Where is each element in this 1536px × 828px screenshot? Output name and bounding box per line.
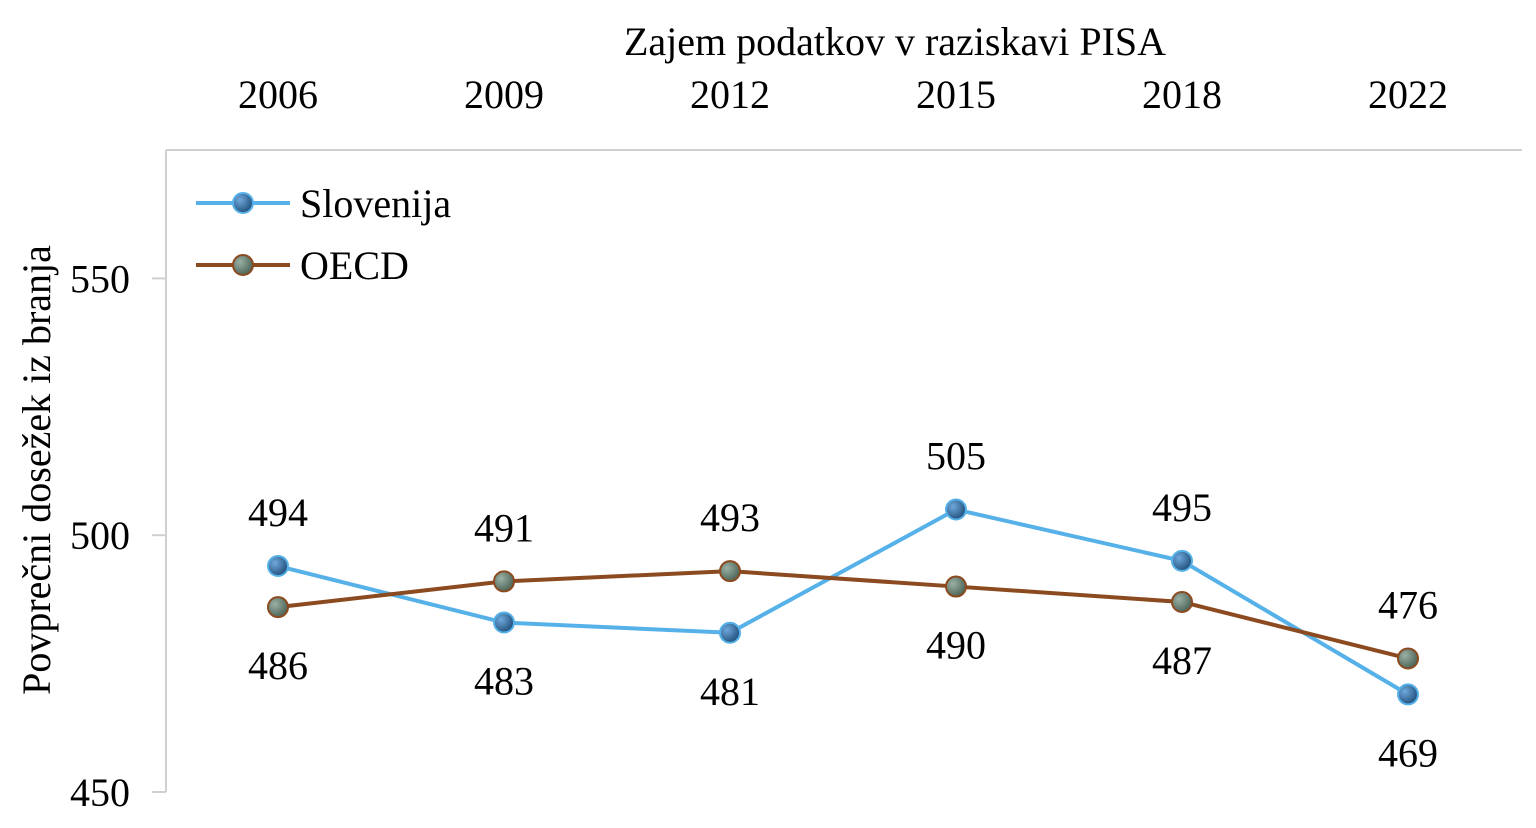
data-point <box>493 611 515 634</box>
data-point <box>493 570 515 593</box>
series-line-1 <box>277 569 1409 661</box>
data-label: 494 <box>248 490 308 535</box>
data-point <box>719 621 741 644</box>
data-label: 481 <box>700 669 760 714</box>
data-label: 490 <box>926 623 986 668</box>
x-tick-label: 2015 <box>916 72 996 117</box>
data-point <box>945 498 967 521</box>
legend-swatch-marker <box>232 192 254 214</box>
data-point <box>945 575 967 598</box>
data-point <box>719 560 741 583</box>
series-layer: 494 483 481 505 495 469 486 491 493 490 487 476 <box>248 434 1438 776</box>
data-label: 486 <box>248 643 308 688</box>
x-tick-label: 2009 <box>464 72 544 117</box>
legend-label: OECD <box>300 243 409 288</box>
legend-label: Slovenija <box>300 181 451 226</box>
data-label: 505 <box>926 434 986 479</box>
data-point <box>1171 549 1193 572</box>
x-tick-label: 2022 <box>1368 72 1448 117</box>
data-point <box>1397 683 1419 706</box>
x-axis-title: Zajem podatkov v raziskavi PISA <box>624 19 1166 64</box>
y-axis-title: Povprečni dosežek iz branja <box>14 245 59 695</box>
data-point <box>1171 590 1193 613</box>
y-tick-label: 550 <box>70 256 130 301</box>
data-label: 493 <box>700 495 760 540</box>
x-tick-label: 2012 <box>690 72 770 117</box>
data-label: 476 <box>1378 582 1438 627</box>
data-label: 469 <box>1378 730 1438 775</box>
series-line-0 <box>277 507 1410 697</box>
x-tick-label: 2006 <box>238 72 318 117</box>
legend-swatch-marker <box>232 254 254 276</box>
data-point <box>267 555 289 578</box>
data-point <box>1397 647 1419 670</box>
data-label: 491 <box>474 505 534 550</box>
y-tick-label: 500 <box>70 513 130 558</box>
data-point <box>267 596 289 619</box>
legend: Slovenija OECD <box>196 181 451 288</box>
data-label: 487 <box>1152 638 1212 683</box>
y-tick-label: 450 <box>70 770 130 815</box>
data-label: 483 <box>474 659 534 704</box>
x-tick-label: 2018 <box>1142 72 1222 117</box>
x-tick-labels: 2006 2009 2012 2015 2018 2022 <box>238 72 1448 117</box>
y-tick-labels: 450 500 550 <box>70 256 166 815</box>
data-label: 495 <box>1152 485 1212 530</box>
